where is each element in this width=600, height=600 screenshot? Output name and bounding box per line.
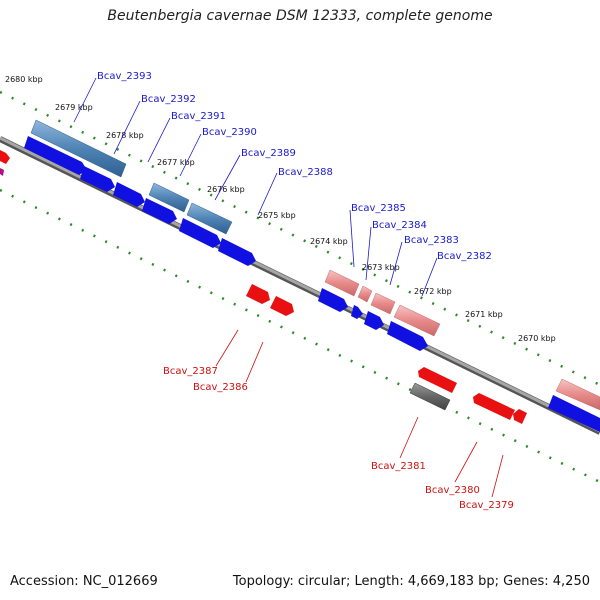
- cds-feature: [148, 182, 190, 213]
- gene-label-reverse: Bcav_2387: [163, 366, 218, 377]
- cds-feature: [473, 393, 515, 420]
- cds-feature: [393, 304, 441, 337]
- cds-feature: [513, 409, 527, 424]
- cds-features: [0, 119, 600, 432]
- cds-feature: [179, 218, 221, 248]
- gene-label-reverse: Bcav_2379: [459, 500, 514, 511]
- cds-feature: [270, 296, 294, 316]
- cds-feature: [246, 284, 270, 304]
- cds-feature: [418, 367, 457, 393]
- scale-label-2671: 2671 kbp: [465, 310, 503, 319]
- cds-feature: [364, 311, 384, 330]
- cds-feature: [387, 321, 428, 351]
- cds-feature: [218, 238, 256, 266]
- gene-label-forward: Bcav_2392: [141, 94, 196, 105]
- gene-label-forward: Bcav_2391: [171, 111, 226, 122]
- cds-feature: [548, 395, 600, 432]
- cds-feature: [409, 382, 451, 411]
- scale-label-2675: 2675 kbp: [258, 211, 296, 220]
- reverse-leaders: [215, 329, 504, 498]
- gene-label-forward: Bcav_2389: [241, 148, 296, 159]
- map-title: Beutenbergia cavernae DSM 12333, complet…: [107, 8, 493, 24]
- scale-label-2680: 2680 kbp: [5, 75, 43, 84]
- cds-feature: [0, 150, 10, 164]
- cds-feature: [555, 378, 600, 411]
- outer-tick-ring: [0, 90, 600, 387]
- scale-label-2679: 2679 kbp: [55, 103, 93, 112]
- cds-feature: [142, 198, 177, 224]
- accession-label: Accession: NC_012669: [10, 574, 158, 589]
- gene-label-forward: Bcav_2385: [351, 203, 406, 214]
- cds-feature: [0, 168, 4, 176]
- gene-label-forward: Bcav_2383: [404, 235, 459, 246]
- cds-feature: [324, 269, 360, 297]
- forward-leaders: [73, 77, 438, 297]
- cds-feature: [24, 136, 87, 175]
- gene-label-forward: Bcav_2390: [202, 127, 257, 138]
- genome-summary-label: Topology: circular; Length: 4,669,183 bp…: [232, 574, 590, 589]
- forward-gene-labels: Bcav_2393 Bcav_2392 Bcav_2391 Bcav_2390 …: [97, 71, 492, 262]
- scale-label-2676: 2676 kbp: [207, 185, 245, 194]
- gene-label-reverse: Bcav_2381: [371, 461, 426, 472]
- scale-label-2670: 2670 kbp: [518, 334, 556, 343]
- cds-feature: [357, 285, 373, 303]
- scale-label-2672: 2672 kbp: [414, 287, 452, 296]
- cds-feature: [351, 305, 363, 319]
- gene-label-reverse: Bcav_2380: [425, 485, 480, 496]
- cds-feature: [30, 119, 127, 178]
- cds-feature: [186, 202, 233, 235]
- gene-label-reverse: Bcav_2386: [193, 382, 248, 393]
- scale-label-2674: 2674 kbp: [310, 237, 348, 246]
- scale-label-2677: 2677 kbp: [157, 158, 195, 167]
- scale-label-2678: 2678 kbp: [106, 131, 144, 140]
- inner-tick-ring: [0, 188, 600, 484]
- gene-label-forward: Bcav_2382: [437, 251, 492, 262]
- reverse-gene-labels: Bcav_2387 Bcav_2386 Bcav_2381 Bcav_2380 …: [163, 366, 514, 511]
- gene-label-forward: Bcav_2388: [278, 167, 333, 178]
- cds-feature: [370, 292, 396, 315]
- gene-label-forward: Bcav_2384: [372, 220, 427, 231]
- cds-feature: [318, 288, 348, 312]
- scale-label-2673: 2673 kbp: [362, 263, 400, 272]
- cds-feature: [113, 182, 145, 207]
- scale-labels: 2680 kbp 2679 kbp 2678 kbp 2677 kbp 2676…: [5, 75, 556, 343]
- gene-label-forward: Bcav_2393: [97, 71, 152, 82]
- cds-feature: [80, 166, 115, 192]
